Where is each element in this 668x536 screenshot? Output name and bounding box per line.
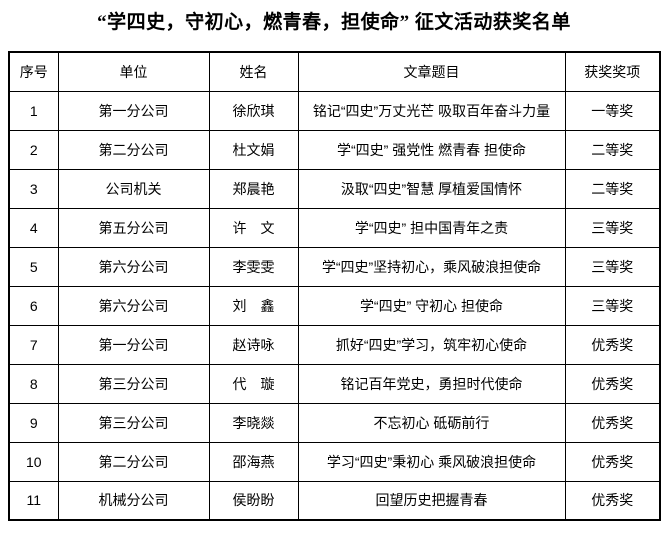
cell-award: 三等奖 [564,285,661,326]
table-row: 5 第六分公司 李雯雯 学“四史”坚持初心，乘风破浪担使命 三等奖 [8,246,661,287]
cell-index: 2 [8,129,59,170]
table-row: 11 机械分公司 侯盼盼 回望历史把握青春 优秀奖 [8,480,661,521]
cell-unit: 机械分公司 [57,480,210,521]
cell-article-title: 汲取“四史”智慧 厚植爱国情怀 [297,168,566,209]
cell-article-title: 学“四史” 守初心 担使命 [297,285,566,326]
cell-article-title: 铭记百年党史，勇担时代使命 [297,363,566,404]
cell-name: 许 文 [208,207,299,248]
cell-name: 刘 鑫 [208,285,299,326]
cell-award: 一等奖 [564,90,661,131]
cell-name: 徐欣琪 [208,90,299,131]
cell-award: 优秀奖 [564,363,661,404]
column-header-article-title: 文章题目 [297,51,566,92]
cell-index: 7 [8,324,59,365]
table-row: 1 第一分公司 徐欣琪 铭记“四史”万丈光芒 吸取百年奋斗力量 一等奖 [8,90,661,131]
table-row: 6 第六分公司刘 鑫学“四史” 守初心 担使命 三等奖 [8,285,661,326]
table-row: 3 公司机关 郑晨艳 汲取“四史”智慧 厚植爱国情怀 二等奖 [8,168,661,209]
cell-award: 二等奖 [564,168,661,209]
cell-index: 4 [8,207,59,248]
cell-award: 优秀奖 [564,480,661,521]
cell-article-title: 学“四史” 强党性 燃青春 担使命 [297,129,566,170]
cell-name: 侯盼盼 [208,480,299,521]
cell-article-title: 铭记“四史”万丈光芒 吸取百年奋斗力量 [297,90,566,131]
table-row: 2 第二分公司 杜文娟 学“四史” 强党性 燃青春 担使命 二等奖 [8,129,661,170]
cell-name: 赵诗咏 [208,324,299,365]
cell-award: 三等奖 [564,246,661,287]
cell-index: 6 [8,285,59,326]
column-header-name: 姓名 [208,51,299,92]
cell-award: 三等奖 [564,207,661,248]
table-row: 8 第三分公司代 璇铭记百年党史，勇担时代使命 优秀奖 [8,363,661,404]
cell-index: 11 [8,480,59,521]
cell-unit: 公司机关 [57,168,210,209]
awards-table: 序号 单位 姓名 文章题目 获奖奖项 1 第一分公司 徐欣琪 铭记“四史”万丈光芒 吸… [8,51,661,521]
table-body: 1 第一分公司 徐欣琪 铭记“四史”万丈光芒 吸取百年奋斗力量 一等奖 2 第二分公司 杜文娟… [8,90,661,521]
column-header-unit: 单位 [57,51,210,92]
cell-unit: 第六分公司 [57,246,210,287]
cell-award: 优秀奖 [564,324,661,365]
cell-unit: 第一分公司 [57,90,210,131]
cell-index: 9 [8,402,59,443]
cell-name: 代 璇 [208,363,299,404]
cell-name: 李晓燚 [208,402,299,443]
cell-award: 优秀奖 [564,402,661,443]
cell-unit: 第二分公司 [57,441,210,482]
cell-unit: 第三分公司 [57,402,210,443]
cell-award: 二等奖 [564,129,661,170]
cell-award: 优秀奖 [564,441,661,482]
cell-article-title: 学习“四史”秉初心 乘风破浪担使命 [297,441,566,482]
cell-article-title: 回望历史把握青春 [297,480,566,521]
cell-unit: 第一分公司 [57,324,210,365]
cell-index: 3 [8,168,59,209]
cell-index: 5 [8,246,59,287]
cell-name: 杜文娟 [208,129,299,170]
cell-unit: 第二分公司 [57,129,210,170]
table-row: 9 第三分公司 李晓燚 不忘初心 砥砺前行 优秀奖 [8,402,661,443]
cell-name: 邵海燕 [208,441,299,482]
page-title: “学四史，守初心，燃青春，担使命” 征文活动获奖名单 [97,12,571,33]
cell-name: 郑晨艳 [208,168,299,209]
cell-article-title: 不忘初心 砥砺前行 [297,402,566,443]
cell-article-title: 学“四史”坚持初心，乘风破浪担使命 [297,246,566,287]
column-header-index: 序号 [8,51,59,92]
cell-article-title: 学“四史” 担中国青年之责 [297,207,566,248]
table-row: 4 第五分公司许 文学“四史” 担中国青年之责 三等奖 [8,207,661,248]
cell-index: 8 [8,363,59,404]
cell-name: 李雯雯 [208,246,299,287]
cell-article-title: 抓好“四史”学习，筑牢初心使命 [297,324,566,365]
table-row: 7 第一分公司 赵诗咏 抓好“四史”学习，筑牢初心使命 优秀奖 [8,324,661,365]
cell-unit: 第三分公司 [57,363,210,404]
column-header-award: 获奖奖项 [564,51,661,92]
cell-index: 1 [8,90,59,131]
cell-unit: 第六分公司 [57,285,210,326]
table-header-row: 序号 单位 姓名 文章题目 获奖奖项 [8,51,661,92]
cell-index: 10 [8,441,59,482]
table-row: 10 第二分公司 邵海燕 学习“四史”秉初心 乘风破浪担使命 优秀奖 [8,441,661,482]
cell-unit: 第五分公司 [57,207,210,248]
